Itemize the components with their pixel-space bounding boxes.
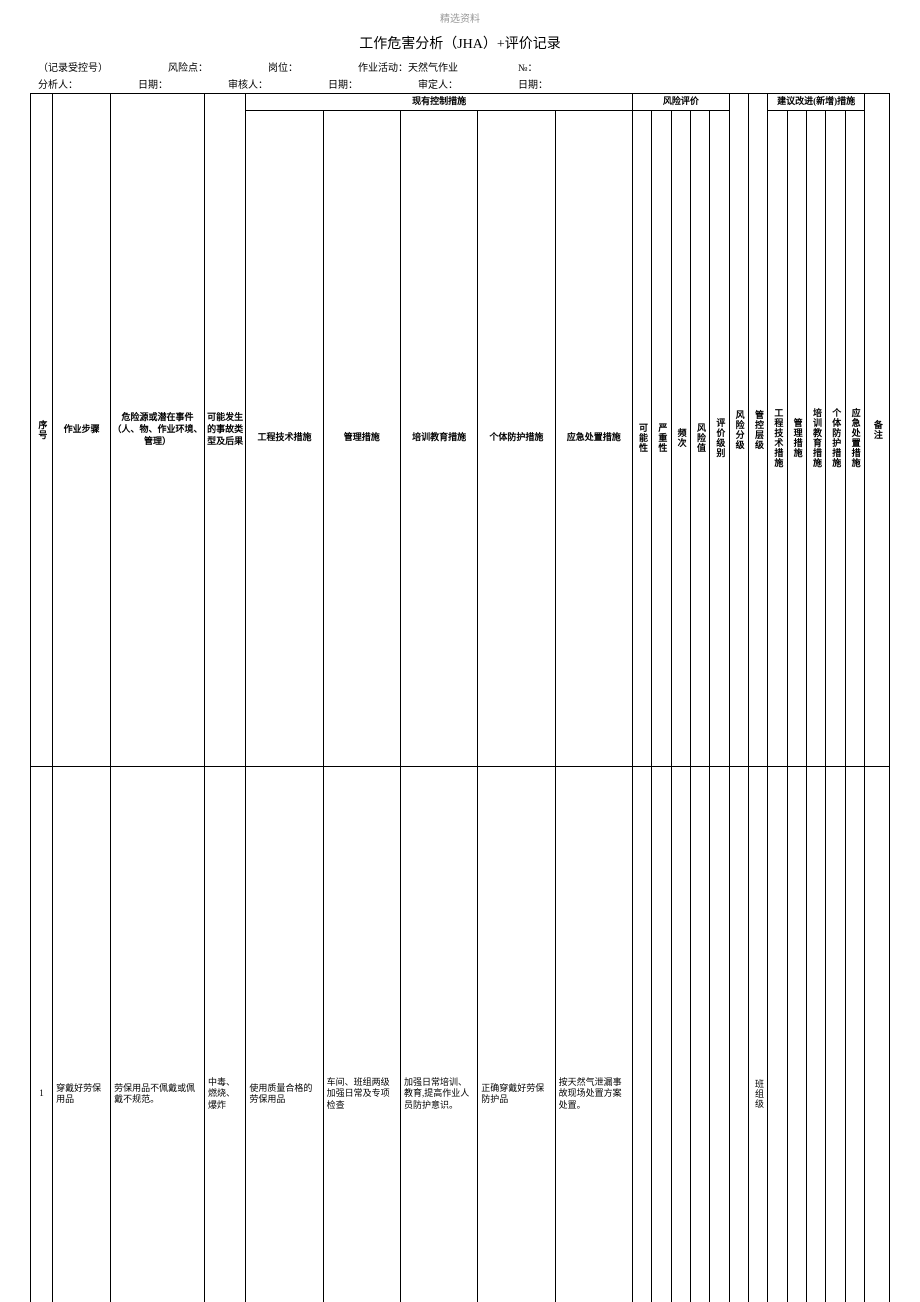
- cell-control: 班组级: [748, 766, 767, 1302]
- th-control-level: 管控层级: [748, 94, 767, 767]
- th-m-eng: 工程技术措施: [246, 110, 323, 766]
- cell-hazard: 劳保用品不佩戴或佩戴不规范。: [111, 766, 205, 1302]
- cell-blank: [865, 766, 890, 1302]
- cell-m-train: 加强日常培训、教育,提高作业人员防护意识。: [400, 766, 477, 1302]
- table-row: 1 穿戴好劳保用品 劳保用品不佩戴或佩戴不规范。 中毒、燃烧、爆炸 使用质量合格…: [31, 766, 890, 1302]
- th-e-lvl: 评价级别: [710, 110, 729, 766]
- th-risk-level: 风险分级: [729, 94, 748, 767]
- th-s-emerg: 应急处置措施: [845, 110, 864, 766]
- th-m-emerg: 应急处置措施: [555, 110, 632, 766]
- cell-blank: [787, 766, 806, 1302]
- cell-event: 中毒、燃烧、爆炸: [204, 766, 245, 1302]
- th-eval-group: 风险评价: [632, 94, 729, 111]
- table-body: 1 穿戴好劳保用品 劳保用品不佩戴或佩戴不规范。 中毒、燃烧、爆炸 使用质量合格…: [31, 766, 890, 1302]
- meta-row-2: 分析人： 日期： 审核人： 日期： 审定人： 日期：: [30, 76, 890, 91]
- th-e-val: 风险值: [690, 110, 709, 766]
- th-m-ppe: 个体防护措施: [478, 110, 555, 766]
- date3-label: 日期：: [518, 76, 548, 91]
- cell-blank: [671, 766, 690, 1302]
- no-label: №：: [518, 59, 538, 74]
- cell-blank: [652, 766, 671, 1302]
- risk-point: 风险点：: [168, 59, 208, 74]
- th-remark: 备注: [865, 94, 890, 767]
- activity-label: 作业活动：天然气作业: [358, 59, 458, 74]
- th-existing-group: 现有控制措施: [246, 94, 633, 111]
- th-s-mgmt: 管理措施: [787, 110, 806, 766]
- cell-blank: [729, 766, 748, 1302]
- th-step: 作业步骤: [53, 94, 111, 767]
- cell-m-mgmt: 车间、班组两级加强日常及专项检查: [323, 766, 400, 1302]
- th-e-freq: 频次: [671, 110, 690, 766]
- cell-m-eng: 使用质量合格的劳保用品: [246, 766, 323, 1302]
- cell-blank: [806, 766, 825, 1302]
- record-no: （记录受控号）: [38, 59, 108, 74]
- cell-blank: [690, 766, 709, 1302]
- cell-blank: [826, 766, 845, 1302]
- th-e-sev: 严重性: [652, 110, 671, 766]
- cell-m-emerg: 按天然气泄漏事故现场处置方案处置。: [555, 766, 632, 1302]
- cell-seq: 1: [31, 766, 53, 1302]
- approver-label: 审定人：: [418, 76, 458, 91]
- cell-step: 穿戴好劳保用品: [53, 766, 111, 1302]
- post-label: 岗位：: [268, 59, 298, 74]
- th-s-train: 培训教育措施: [806, 110, 825, 766]
- th-m-train: 培训教育措施: [400, 110, 477, 766]
- th-event: 可能发生的事故类型及后果: [204, 94, 245, 767]
- page-title: 工作危害分析（JHA）+评价记录: [30, 33, 890, 53]
- cell-blank: [632, 766, 651, 1302]
- th-s-ppe: 个体防护措施: [826, 110, 845, 766]
- th-e-poss: 可能性: [632, 110, 651, 766]
- th-seq: 序号: [31, 94, 53, 767]
- th-s-eng: 工程技术措施: [768, 110, 787, 766]
- header-watermark: 精选资料: [30, 10, 890, 25]
- cell-blank: [845, 766, 864, 1302]
- th-suggest-group: 建议改进(新增)措施: [768, 94, 865, 111]
- cell-blank: [710, 766, 729, 1302]
- cell-m-ppe: 正确穿戴好劳保防护品: [478, 766, 555, 1302]
- analyst-label: 分析人：: [38, 76, 78, 91]
- cell-blank: [768, 766, 787, 1302]
- jha-table: 序号 作业步骤 危险源或潜在事件（人、物、作业环境、管理） 可能发生的事故类型及…: [30, 93, 890, 1302]
- th-hazard: 危险源或潜在事件（人、物、作业环境、管理）: [111, 94, 205, 767]
- date1-label: 日期：: [138, 76, 168, 91]
- reviewer-label: 审核人：: [228, 76, 268, 91]
- th-m-mgmt: 管理措施: [323, 110, 400, 766]
- meta-row-1: （记录受控号） 风险点： 岗位： 作业活动：天然气作业 №：: [30, 59, 890, 74]
- date2-label: 日期：: [328, 76, 358, 91]
